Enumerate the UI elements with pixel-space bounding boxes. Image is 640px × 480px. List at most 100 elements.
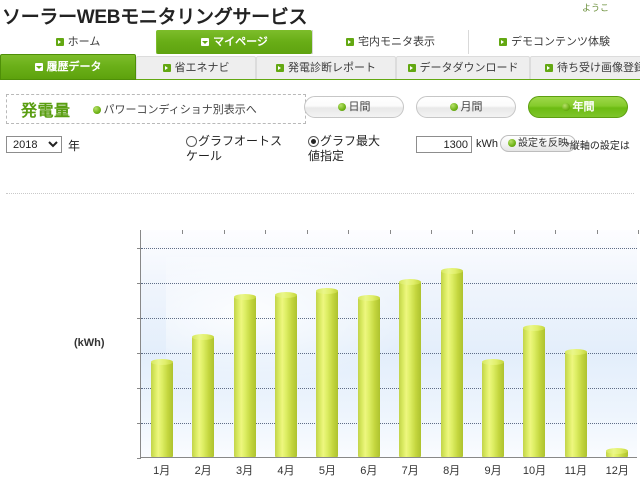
x-axis-tick-label: 7月 (401, 465, 419, 477)
x-axis-tick-label: 6月 (360, 465, 378, 477)
gridline (141, 247, 637, 249)
subnav-item-4[interactable]: 待ち受け画像登録 (530, 56, 640, 79)
bullet-icon (449, 103, 458, 111)
chart-bar-cap (606, 447, 629, 454)
subnav-item-label: 省エネナビ (174, 62, 230, 74)
pcs-detail-link-label: パワーコンディショナ別表示へ (103, 104, 257, 116)
power-generation-chart: (kWh) 1,2001,00080060040020001月2月3月4月5月6… (0, 200, 640, 480)
year-select[interactable]: 2018 (6, 136, 62, 153)
y-axis-tick-mark (137, 387, 141, 389)
gridline (141, 352, 637, 354)
chart-bar[interactable] (482, 359, 505, 457)
chart-bar[interactable] (606, 447, 629, 457)
apply-settings-button-label: 設定を反映 (518, 138, 568, 149)
chart-bar[interactable] (399, 278, 422, 457)
chart-bar[interactable] (523, 325, 546, 457)
control-panel: 発電量 パワーコンディショナ別表示へ 日間 月間 年間 (0, 94, 640, 130)
bullet-icon (337, 103, 346, 111)
nav-item-0[interactable]: ホーム (0, 30, 156, 54)
bullet-icon (508, 139, 516, 147)
x-axis-tick-mark (223, 230, 225, 234)
chart-bar[interactable] (274, 291, 297, 457)
nav-item-2[interactable]: 宅内モニタ表示 (312, 30, 468, 54)
x-axis-tick-label: 10月 (522, 465, 547, 477)
x-axis-tick-mark (306, 230, 308, 234)
bullet-icon (561, 103, 570, 111)
play-arrow-icon (346, 38, 354, 47)
y-axis-tick-mark (137, 422, 141, 424)
period-button-yearly-label: 年間 (572, 101, 595, 113)
chart-bar-cap (357, 295, 380, 302)
x-axis-tick-mark (389, 230, 391, 234)
play-arrow-icon (162, 64, 171, 73)
primary-navigation: ホーム マイページ 宅内モニタ表示 デモコンテンツ体験 (0, 30, 640, 54)
play-arrow-icon (545, 64, 553, 73)
x-axis-tick-mark (596, 230, 598, 234)
x-axis-tick-label: 3月 (235, 465, 254, 477)
nav-item-1[interactable]: マイページ (156, 30, 312, 54)
chart-bar-cap (440, 268, 463, 275)
x-axis-tick-mark (265, 230, 267, 234)
period-button-yearly[interactable]: 年間 (528, 96, 628, 118)
y-axis-tick-mark (137, 352, 141, 354)
subnav-item-label: 発電診断レポート (288, 62, 376, 74)
x-axis-tick-label: 4月 (277, 465, 295, 477)
radio-graph-autoscale-label: グラフオートスケール (186, 134, 283, 163)
radio-graph-maxvalue[interactable]: グラフ最大値指定 (308, 134, 390, 164)
chart-bar-cap (150, 359, 173, 366)
x-axis-tick-label: 2月 (194, 465, 212, 477)
welcome-text: ようこ (582, 3, 610, 13)
play-arrow-icon (407, 64, 416, 73)
period-button-monthly[interactable]: 月間 (416, 96, 516, 118)
chevron-down-icon (34, 63, 43, 72)
subnav-item-1[interactable]: 省エネナビ (136, 56, 256, 79)
apply-settings-button[interactable]: 設定を反映 (500, 135, 576, 152)
chart-bar-cap (523, 325, 546, 332)
chart-plot-area: 1,2001,00080060040020001月2月3月4月5月6月7月8月9… (137, 230, 639, 477)
graph-max-value-input[interactable] (416, 136, 472, 153)
measurement-label: 発電量 (21, 103, 71, 120)
chevron-down-icon (201, 38, 210, 47)
period-button-daily-label: 日間 (348, 101, 371, 113)
nav-item-3[interactable]: デモコンテンツ体験 (468, 30, 640, 54)
nav-item-label: デモコンテンツ体験 (511, 36, 610, 48)
chart-bar[interactable] (564, 348, 587, 457)
radio-mark-autoscale (186, 136, 197, 147)
play-arrow-icon (55, 38, 64, 47)
radio-graph-maxvalue-label: グラフ最大値指定 (308, 134, 381, 163)
x-axis-tick-mark (555, 230, 557, 234)
axis-note-text: *縦軸の設定は (566, 141, 630, 152)
chart-bar[interactable] (192, 333, 215, 457)
chart-bar-cap (274, 291, 297, 298)
pcs-detail-link[interactable]: パワーコンディショナ別表示へ (92, 101, 257, 117)
chart-bar-cap (564, 348, 587, 355)
radio-graph-autoscale[interactable]: グラフオートスケール (186, 134, 282, 164)
chart-bar[interactable] (316, 288, 339, 457)
subnav-item-3[interactable]: データダウンロード (396, 56, 530, 79)
secondary-navigation: 履歴データ 省エネナビ 発電診断レポート データダウンロード 待ち受け画像登録 (0, 54, 640, 80)
options-row: 2018 年 グラフオートスケール グラフ最大値指定 kWh 設定を反映 *縦軸… (0, 132, 640, 174)
gridline (141, 422, 637, 424)
period-button-monthly-label: 月間 (460, 101, 483, 113)
chart-bar-cap (399, 278, 422, 285)
y-axis-tick-mark (137, 317, 141, 319)
nav-item-label: マイページ (213, 36, 268, 48)
measurement-type-box: 発電量 パワーコンディショナ別表示へ (6, 94, 306, 124)
chart-bar[interactable] (440, 268, 463, 457)
subnav-item-label: データダウンロード (419, 62, 519, 74)
subnav-item-label: 待ち受け画像登録 (557, 62, 640, 74)
chart-bar[interactable] (357, 295, 380, 457)
play-arrow-icon (499, 38, 507, 47)
gridline (141, 387, 637, 389)
subnav-item-0[interactable]: 履歴データ (0, 54, 136, 80)
page-title: ソーラーWEBモニタリングサービス (2, 7, 308, 28)
x-axis-tick-mark (472, 230, 474, 234)
subnav-item-2[interactable]: 発電診断レポート (256, 56, 396, 79)
x-axis-tick-label: 1月 (153, 465, 171, 477)
chart-bar-cap (192, 333, 215, 340)
chart-bar[interactable] (233, 294, 256, 457)
subnav-item-label: 履歴データ (46, 61, 102, 73)
x-axis-tick-mark (638, 230, 639, 234)
chart-bar[interactable] (150, 359, 173, 457)
period-button-daily[interactable]: 日間 (304, 96, 404, 118)
